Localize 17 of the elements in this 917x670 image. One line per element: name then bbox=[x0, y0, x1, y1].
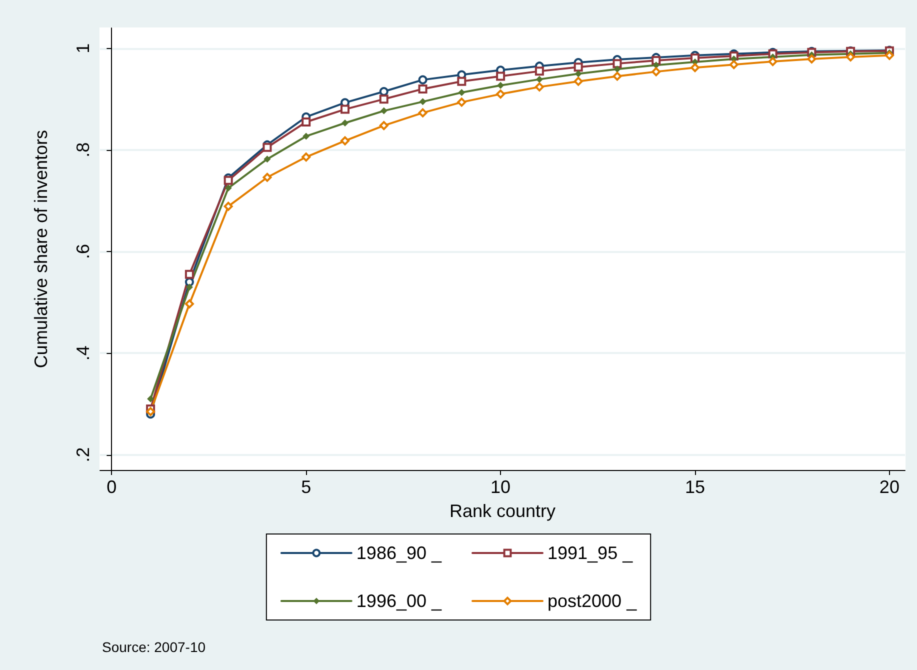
x-axis-title: Rank country bbox=[449, 501, 556, 521]
y-tick-label: .6 bbox=[73, 244, 93, 260]
y-tick-label: 1 bbox=[73, 43, 93, 54]
y-tick-label: .4 bbox=[73, 346, 93, 361]
legend-label: 1991_95 _ bbox=[548, 543, 634, 563]
y-tick-label: .2 bbox=[73, 447, 93, 462]
y-axis-title: Cumulative share of inventors bbox=[31, 130, 51, 368]
y-tick-label: .8 bbox=[73, 142, 93, 158]
source-note: Source: 2007-10 bbox=[102, 639, 206, 655]
legend-label: 1986_90 _ bbox=[356, 543, 442, 563]
x-tick-label: 0 bbox=[106, 477, 117, 497]
x-tick-label: 15 bbox=[684, 477, 706, 497]
x-tick-label: 5 bbox=[301, 477, 312, 497]
legend-label: post2000 _ bbox=[548, 591, 638, 611]
x-tick-label: 10 bbox=[490, 477, 511, 497]
x-tick-label: 20 bbox=[879, 477, 900, 497]
legend-label: 1996_00 _ bbox=[356, 591, 442, 611]
